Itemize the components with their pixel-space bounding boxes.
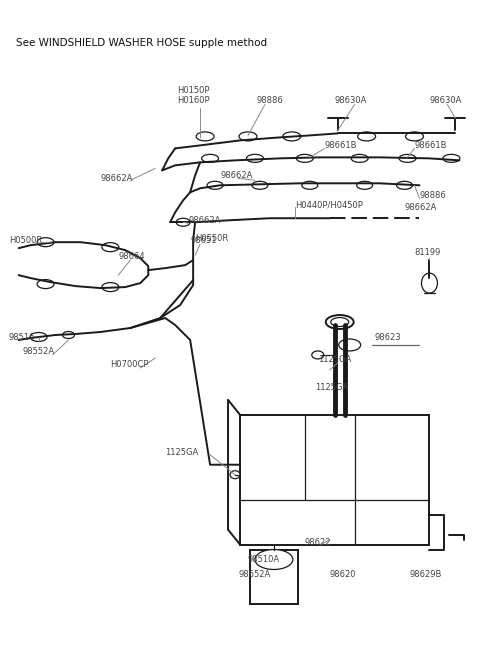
Text: H0150P
H0160P: H0150P H0160P xyxy=(177,86,209,106)
Ellipse shape xyxy=(357,181,372,189)
Ellipse shape xyxy=(37,238,54,246)
Text: 98510A: 98510A xyxy=(248,555,280,564)
Bar xyxy=(250,549,298,604)
Text: 98661B: 98661B xyxy=(415,141,447,150)
Text: 98629B: 98629B xyxy=(409,570,442,579)
Text: 98651: 98651 xyxy=(190,236,216,244)
Ellipse shape xyxy=(196,132,214,141)
Text: H0500R: H0500R xyxy=(9,236,42,244)
Text: 81199: 81199 xyxy=(415,248,441,257)
Ellipse shape xyxy=(252,181,268,189)
Ellipse shape xyxy=(207,181,223,189)
Ellipse shape xyxy=(37,280,54,288)
Text: 1125GA: 1125GA xyxy=(165,448,198,457)
Ellipse shape xyxy=(396,181,412,189)
Text: 98886: 98886 xyxy=(420,191,446,200)
Ellipse shape xyxy=(302,181,318,189)
Text: H0700CP: H0700CP xyxy=(110,361,149,369)
Text: 98662A: 98662A xyxy=(220,171,252,180)
Text: 98661B: 98661B xyxy=(325,141,357,150)
Text: 98630A: 98630A xyxy=(430,96,462,105)
Ellipse shape xyxy=(255,549,293,570)
Ellipse shape xyxy=(62,332,74,338)
Text: 98552A: 98552A xyxy=(23,348,55,357)
Ellipse shape xyxy=(421,273,437,293)
Ellipse shape xyxy=(283,132,301,141)
Ellipse shape xyxy=(230,470,240,479)
Ellipse shape xyxy=(247,154,264,162)
Ellipse shape xyxy=(358,132,376,141)
Ellipse shape xyxy=(176,218,190,226)
Ellipse shape xyxy=(239,132,257,141)
Ellipse shape xyxy=(331,317,348,327)
Text: 98516: 98516 xyxy=(9,334,35,342)
Text: 98620: 98620 xyxy=(330,570,356,579)
Text: 98630A: 98630A xyxy=(335,96,367,105)
Text: 1125GA: 1125GA xyxy=(318,355,351,365)
Ellipse shape xyxy=(102,242,119,252)
Text: 98662A: 98662A xyxy=(405,203,437,212)
Ellipse shape xyxy=(312,351,324,359)
Ellipse shape xyxy=(399,154,416,162)
Text: H0440P/H0450P: H0440P/H0450P xyxy=(295,201,363,210)
Ellipse shape xyxy=(30,332,47,342)
Text: 98886: 98886 xyxy=(257,96,284,105)
Text: 98622: 98622 xyxy=(305,538,331,547)
Text: 98662A: 98662A xyxy=(188,215,220,225)
Text: H0550R: H0550R xyxy=(195,234,228,242)
Ellipse shape xyxy=(351,154,368,162)
Ellipse shape xyxy=(202,154,218,162)
Ellipse shape xyxy=(326,315,354,329)
Text: 98623: 98623 xyxy=(374,334,401,342)
Text: See WINDSHIELD WASHER HOSE supple method: See WINDSHIELD WASHER HOSE supple method xyxy=(16,37,267,47)
Text: 1125GA: 1125GA xyxy=(315,384,348,392)
Ellipse shape xyxy=(443,154,460,162)
Text: 98664: 98664 xyxy=(119,252,145,261)
Ellipse shape xyxy=(296,154,313,162)
Ellipse shape xyxy=(406,132,423,141)
Bar xyxy=(240,415,430,545)
Ellipse shape xyxy=(339,339,360,351)
Text: 98662A: 98662A xyxy=(100,174,133,183)
Text: 98652A: 98652A xyxy=(238,570,270,579)
Ellipse shape xyxy=(102,283,119,292)
